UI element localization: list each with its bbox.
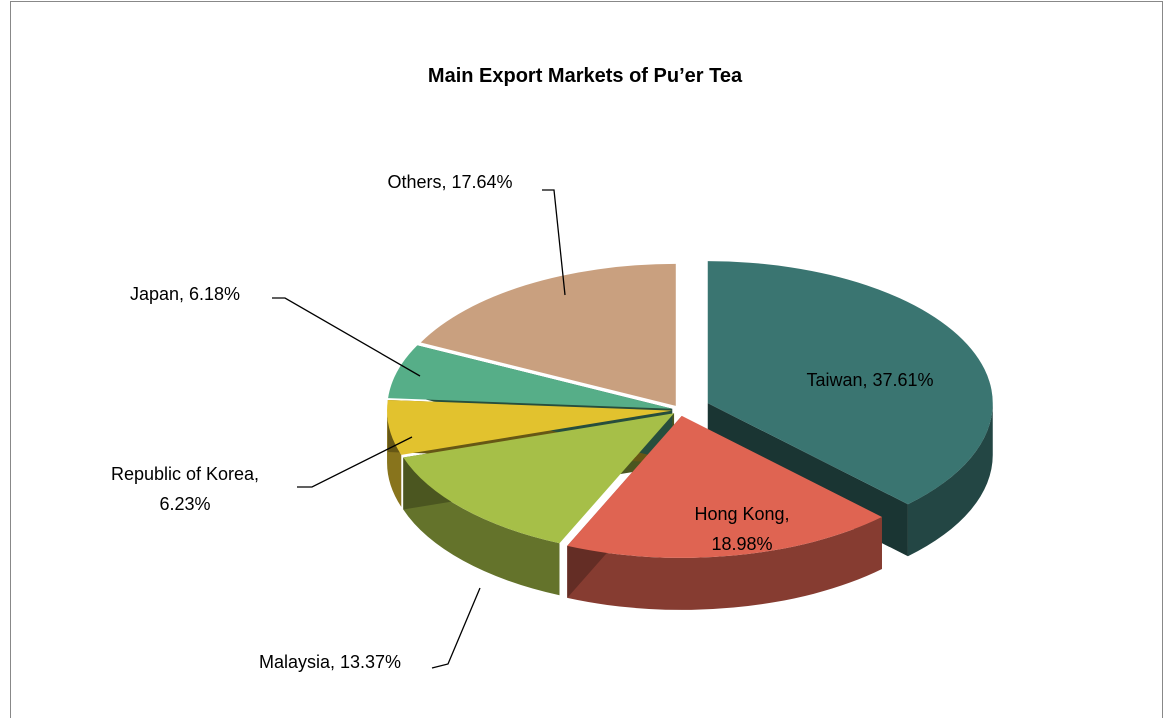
slice [420,263,676,406]
slice [387,400,673,455]
data-label: Taiwan, 37.61% [806,370,933,390]
label-line: Hong Kong, [694,504,789,524]
slice-side [907,403,993,557]
chart-title: Main Export Markets of Pu’er Tea [428,65,743,87]
data-label: Hong Kong, 18.98% [694,504,789,554]
leader-line [431,587,481,669]
slice-side [567,516,882,610]
leader-line [272,297,421,377]
slice [567,415,882,558]
leader-line [297,436,413,488]
data-label: Others, 17.64% [387,172,512,192]
label-line: Republic of Korea, [111,464,259,484]
data-label: Republic of Korea, 6.23% [111,464,259,514]
slice [388,345,673,409]
label-line: 6.23% [159,494,210,514]
slice-tops [387,261,993,558]
data-label: Malaysia, 13.37% [259,652,401,672]
slice [707,261,993,505]
label-line: 18.98% [711,534,772,554]
leader-line [542,189,566,296]
slice [403,413,675,544]
data-label: Japan, 6.18% [130,284,240,304]
slice-side [403,457,560,596]
